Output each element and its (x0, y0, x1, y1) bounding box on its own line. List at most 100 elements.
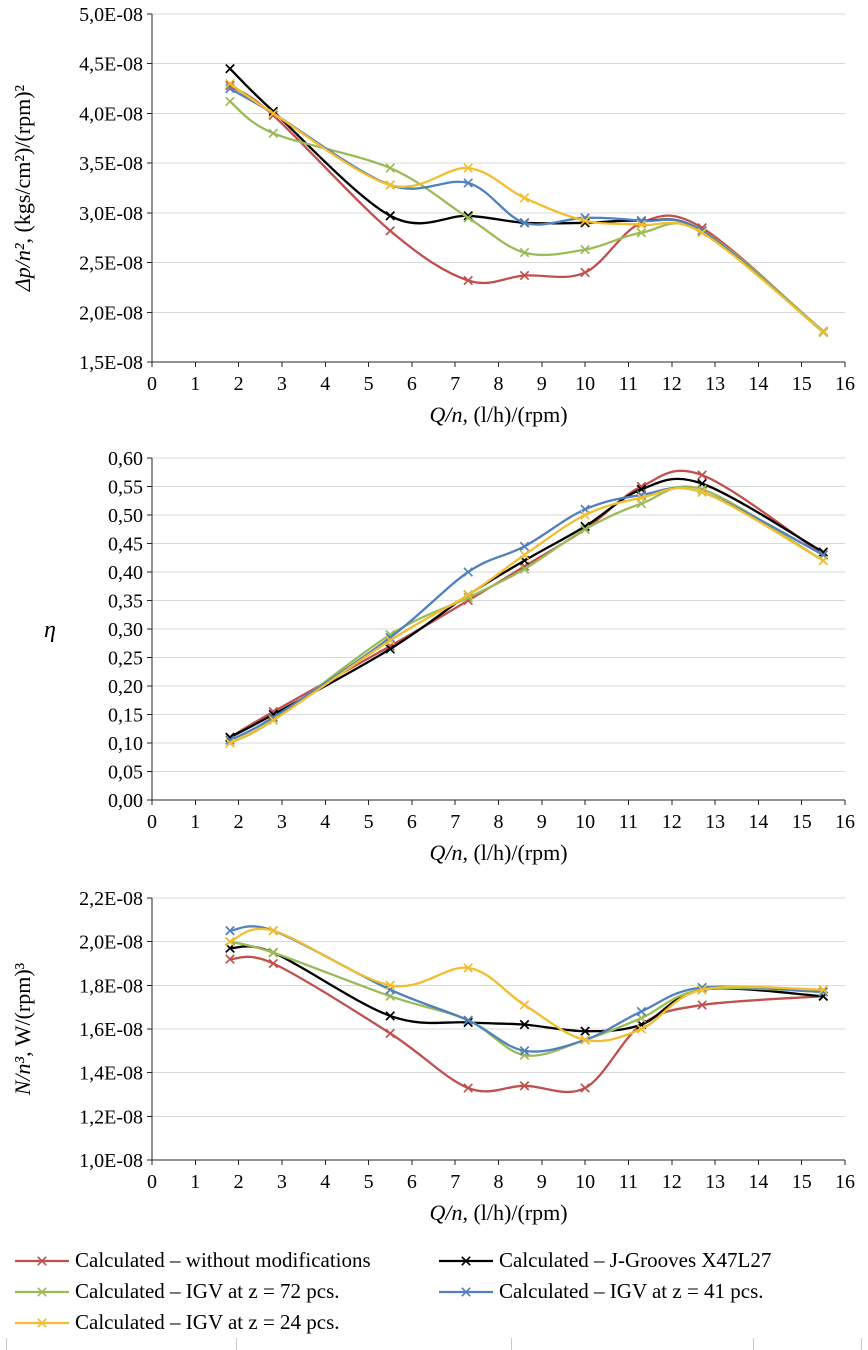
svg-text:1,2E-08: 1,2E-08 (79, 1106, 143, 1128)
svg-text:3: 3 (277, 373, 287, 395)
svg-text:10: 10 (575, 811, 595, 833)
efficiency-chart: 0,60 0,55 0,50 0,45 0,40 0,35 0,30 0,25 0,20 0,15… (0, 438, 868, 870)
y-axis-title: η (44, 617, 56, 643)
power-chart: 2,2E-08 2,0E-08 1,8E-08 1,6E-08 1,4E-08 1,2E-… (0, 870, 868, 1242)
svg-text:2,2E-08: 2,2E-08 (79, 888, 143, 910)
series-line-blue (228, 87, 825, 334)
page-edge-mark (861, 1338, 862, 1350)
legend-label: Calculated – IGV at z = 72 pcs. (75, 1279, 340, 1303)
series-line-yellow (228, 487, 825, 745)
svg-text:1,8E-08: 1,8E-08 (79, 975, 143, 997)
series-marker-icon (439, 1255, 493, 1266)
svg-text:3: 3 (277, 811, 287, 833)
series-marker-icon (439, 1286, 493, 1297)
svg-text:1: 1 (190, 373, 200, 395)
series-markers-green (225, 484, 829, 748)
gridlines (152, 897, 845, 1161)
svg-text:2,0E-08: 2,0E-08 (79, 302, 143, 324)
svg-text:14: 14 (748, 1171, 768, 1193)
chart-legend: Calculated – without modifications Calcul… (14, 1248, 860, 1335)
series-line-red (228, 469, 825, 739)
legend-item-red: Calculated – without modifications (14, 1248, 438, 1273)
series-marker-icon (15, 1317, 69, 1328)
svg-text:6: 6 (407, 373, 417, 395)
svg-text:13: 13 (705, 1171, 725, 1193)
svg-text:11: 11 (619, 373, 638, 395)
svg-text:1,5E-08: 1,5E-08 (79, 352, 143, 374)
page-edge-mark (753, 1338, 754, 1350)
svg-text:14: 14 (748, 373, 768, 395)
svg-text:11: 11 (619, 811, 638, 833)
series-line-black (228, 477, 825, 739)
series-markers-red (225, 80, 829, 338)
axes (147, 457, 846, 805)
series-markers-blue (225, 925, 829, 1056)
legend-item-blue: Calculated – IGV at z = 41 pcs. (438, 1279, 860, 1304)
gridlines (152, 13, 845, 363)
series-markers-green (225, 936, 829, 1061)
series-markers-red (225, 470, 829, 743)
legend-label: Calculated – J-Grooves X47L27 (499, 1248, 772, 1272)
svg-text:4: 4 (320, 373, 330, 395)
svg-text:0,40: 0,40 (108, 562, 143, 584)
svg-text:8: 8 (494, 1171, 504, 1193)
svg-text:13: 13 (705, 811, 725, 833)
svg-text:6: 6 (407, 1171, 417, 1193)
series-markers-yellow (225, 78, 829, 338)
x-axis-title: Q/n, (l/h)/(rpm) (429, 840, 567, 865)
page-edge-mark (236, 1338, 237, 1350)
y-tick-labels: 2,2E-08 2,0E-08 1,8E-08 1,6E-08 1,4E-08 1,2E-… (79, 888, 143, 1172)
svg-text:0,30: 0,30 (108, 619, 143, 641)
svg-text:12: 12 (662, 373, 682, 395)
series-line-yellow (228, 82, 825, 334)
svg-text:16: 16 (835, 811, 855, 833)
svg-text:0,25: 0,25 (108, 648, 143, 670)
series-line-green (228, 485, 825, 745)
svg-text:15: 15 (792, 373, 812, 395)
svg-text:0,00: 0,00 (108, 790, 143, 812)
legend-label: Calculated – without modifications (75, 1248, 371, 1272)
page-edge-mark (511, 1338, 512, 1350)
svg-text:0: 0 (147, 373, 157, 395)
series-line-blue (228, 486, 825, 742)
svg-text:14: 14 (748, 811, 768, 833)
svg-text:5: 5 (364, 1171, 374, 1193)
svg-text:0,35: 0,35 (108, 591, 143, 613)
svg-text:0,55: 0,55 (108, 477, 143, 499)
svg-text:0,15: 0,15 (108, 705, 143, 727)
svg-text:0,50: 0,50 (108, 505, 143, 527)
svg-text:8: 8 (494, 373, 504, 395)
x-tick-labels: 0 1 2 3 4 5 6 7 8 9 10 11 12 13 14 15 16 (147, 1171, 855, 1193)
x-axis-title: Q/n, (l/h)/(rpm) (429, 402, 567, 427)
svg-text:4,5E-08: 4,5E-08 (79, 54, 143, 76)
svg-text:0: 0 (147, 811, 157, 833)
legend-item-yellow: Calculated – IGV at z = 24 pcs. (14, 1310, 438, 1335)
svg-text:15: 15 (792, 1171, 812, 1193)
y-tick-labels: 0,60 0,55 0,50 0,45 0,40 0,35 0,30 0,25 0,20 0,15… (108, 448, 143, 812)
svg-text:4: 4 (320, 1171, 330, 1193)
svg-text:3: 3 (277, 1171, 287, 1193)
svg-text:1,4E-08: 1,4E-08 (79, 1063, 143, 1085)
y-axis-title: N/n³, W/(rpm)³ (10, 962, 35, 1096)
legend-label: Calculated – IGV at z = 41 pcs. (499, 1279, 764, 1303)
power-coefficient-plot: 2,2E-08 2,0E-08 1,8E-08 1,6E-08 1,4E-08 1,2E-… (10, 888, 855, 1225)
svg-text:4: 4 (320, 811, 330, 833)
svg-text:2,0E-08: 2,0E-08 (79, 932, 143, 954)
svg-text:0,60: 0,60 (108, 448, 143, 470)
svg-text:9: 9 (537, 373, 547, 395)
legend-label: Calculated – IGV at z = 24 pcs. (75, 1310, 340, 1334)
svg-text:0,20: 0,20 (108, 676, 143, 698)
axes (147, 897, 846, 1165)
pressure-coefficient-plot: 5,0E-08 4,5E-08 4,0E-08 3,5E-08 3,0E-08 2,5E-… (10, 4, 855, 427)
svg-text:0,10: 0,10 (108, 733, 143, 755)
series-line-green (228, 940, 825, 1057)
svg-text:7: 7 (450, 811, 460, 833)
svg-text:5,0E-08: 5,0E-08 (79, 4, 143, 26)
svg-text:7: 7 (450, 1171, 460, 1193)
svg-text:0,45: 0,45 (108, 534, 143, 556)
svg-text:2: 2 (234, 811, 244, 833)
svg-text:6: 6 (407, 811, 417, 833)
svg-text:10: 10 (575, 1171, 595, 1193)
x-tick-labels: 0 1 2 3 4 5 6 7 8 9 10 11 12 13 14 15 16 (147, 373, 855, 395)
